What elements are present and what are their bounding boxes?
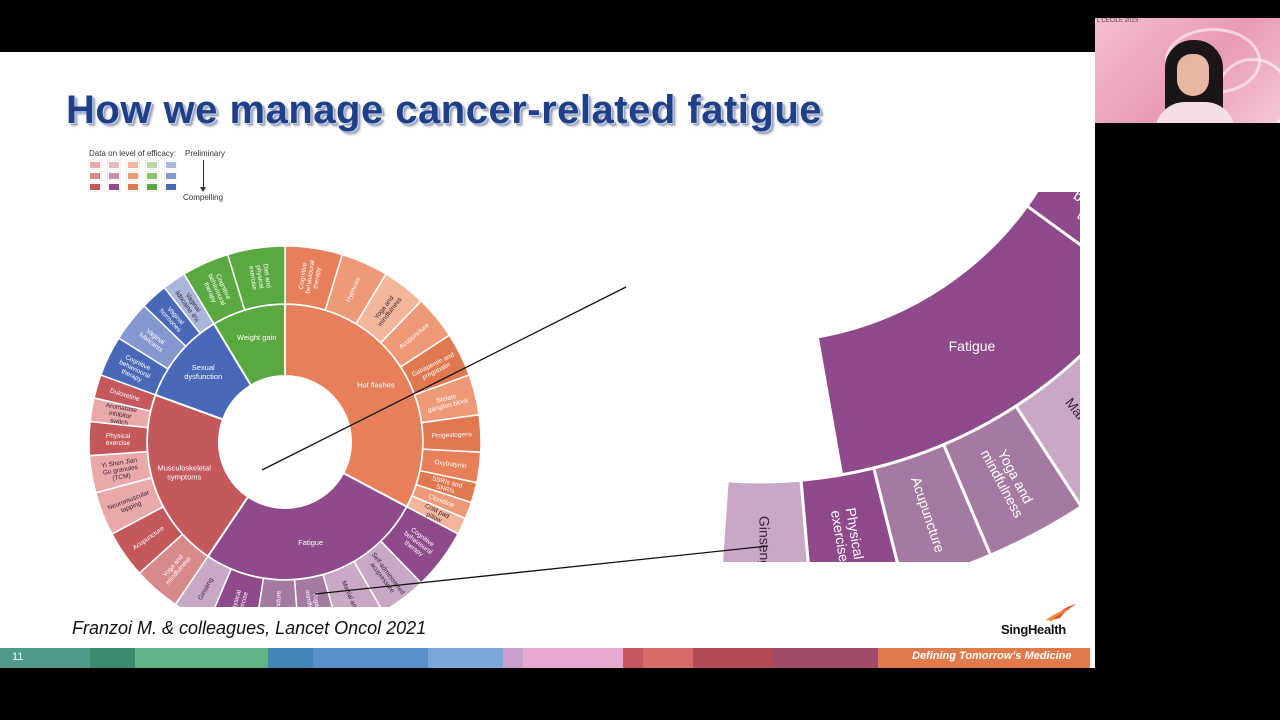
legend-swatch [107, 182, 121, 192]
presenter-face [1177, 54, 1209, 96]
legend-preliminary-label: Preliminary [185, 149, 226, 158]
footer-stripe [135, 648, 268, 668]
wheel-treatment-label: Diet andphysicalexercise [247, 263, 272, 290]
zoom-treatment-segment [1024, 192, 1080, 247]
legend-swatch [126, 182, 140, 192]
wheel-treatment-label: Cognitivebehaviouraltherapy [297, 258, 323, 295]
wheel-treatment-label: Aromataseinhibitorswitch [103, 402, 138, 428]
legend-swatch [88, 160, 102, 170]
logo-text: SingHealth [1001, 622, 1066, 637]
wheel-treatment-label: Physicalexercise [106, 433, 131, 448]
footer-stripe [773, 648, 878, 668]
footer-stripe [878, 648, 1090, 668]
webcam-thumbnail: L’CÉCILE 2023 [1095, 18, 1280, 123]
page-number: 11 [12, 651, 24, 663]
slide: How we manage cancer-related fatigue Dat… [0, 52, 1095, 668]
legend-swatch [164, 160, 178, 170]
footer-stripe [313, 648, 428, 668]
footer-stripe [90, 648, 135, 668]
legend-swatch [126, 171, 140, 181]
zoom-fatigue-label: Fatigue [949, 338, 996, 354]
legend-swatch [88, 171, 102, 181]
footer-stripe [0, 648, 90, 668]
wheel-category-label: Hot flashes [357, 380, 395, 389]
footer-stripe [428, 648, 503, 668]
legend-swatch [107, 160, 121, 170]
legend-title: Data on level of efficacy: [89, 149, 177, 158]
footer-stripe [623, 648, 643, 668]
footer-stripe [268, 648, 313, 668]
presenter-body [1155, 102, 1235, 123]
footer-stripe [693, 648, 773, 668]
legend-swatch [164, 171, 178, 181]
legend-swatch [126, 160, 140, 170]
legend-swatch [145, 182, 159, 192]
sunburst-diagram: Hot flashes Fatigue Musculoskeletal symptom… [88, 245, 482, 607]
legend-swatch [107, 171, 121, 181]
wheel-treatment-label: Yoga andmindfulness [303, 588, 323, 607]
legend-compelling-label: Compelling [183, 193, 224, 202]
zoom-treatment-label: Ginseng [756, 516, 772, 562]
webcam-title: L’CÉCILE 2023 [1097, 18, 1139, 24]
wheel-category-label: Musculoskeletal symptoms [158, 463, 212, 481]
legend-swatch [88, 182, 102, 192]
wheel-category-label: Weight gain [237, 333, 276, 342]
zoom-treatment-segment [720, 478, 810, 562]
citation: Franzoi M. & colleagues, Lancet Oncol 20… [72, 618, 427, 638]
legend-swatch [164, 182, 178, 192]
fatigue-zoom-diagram: FatigueCognitivebehaviouraltherapySelf-a… [720, 192, 1080, 562]
footer-stripe [503, 648, 523, 668]
footer-bar [0, 648, 1095, 668]
footer-stripe [643, 648, 693, 668]
footer-tagline: Defining Tomorrow’s Medicine [912, 650, 1072, 662]
slide-title: How we manage cancer-related fatigue [66, 88, 823, 132]
legend-swatch [145, 160, 159, 170]
legend-arrow [200, 160, 206, 192]
legend-swatch [145, 171, 159, 181]
singhealth-logo-icon [1046, 604, 1076, 621]
wheel-category-label: Sexual dysfunction [184, 363, 222, 381]
legend-color-grid [88, 160, 178, 192]
footer-stripe [523, 648, 623, 668]
wheel-treatment-label: Acupuncture [274, 590, 283, 607]
wheel-category-label: Fatigue [298, 538, 323, 547]
